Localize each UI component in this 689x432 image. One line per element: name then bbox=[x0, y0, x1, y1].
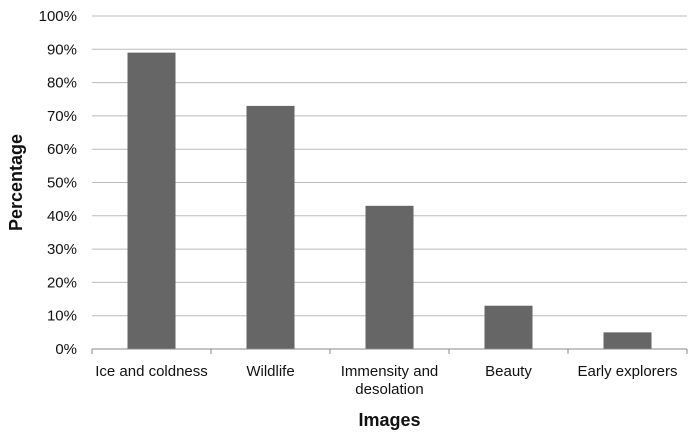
y-tick-label: 10% bbox=[47, 308, 77, 325]
bar bbox=[365, 205, 414, 349]
x-category-label-line: Beauty bbox=[485, 363, 532, 380]
x-category-label: Beauty bbox=[485, 363, 532, 380]
y-tick-label: 20% bbox=[47, 274, 77, 291]
y-tick-label: 70% bbox=[47, 108, 77, 125]
y-axis-title: Percentage bbox=[6, 134, 26, 231]
x-category-label: Immensity and desolation bbox=[341, 363, 439, 398]
x-category-label-line: Immensity and bbox=[341, 363, 439, 380]
x-category-label: Early explorers bbox=[577, 363, 677, 380]
x-category-label-line: Ice and coldness bbox=[95, 363, 208, 380]
x-category-label-line: Wildlife bbox=[246, 363, 294, 380]
y-tick-label: 50% bbox=[47, 175, 77, 192]
y-tick-label: 0% bbox=[55, 341, 77, 358]
gridlines bbox=[92, 15, 687, 317]
x-axis-title: Images bbox=[358, 410, 420, 430]
x-category-label-line: desolation bbox=[355, 381, 423, 398]
x-category-label-line: Early explorers bbox=[577, 363, 677, 380]
x-axis-category-labels: Ice and coldness Wildlife Immensity and des… bbox=[95, 363, 677, 398]
x-category-label: Ice and coldness bbox=[95, 363, 208, 380]
x-axis-ticks bbox=[91, 349, 688, 354]
x-category-label: Wildlife bbox=[246, 363, 294, 380]
y-tick-label: 40% bbox=[47, 208, 77, 225]
bar bbox=[603, 332, 652, 349]
y-tick-label: 80% bbox=[47, 75, 77, 92]
bar bbox=[127, 52, 176, 349]
bars bbox=[127, 52, 652, 349]
bar bbox=[246, 105, 295, 349]
y-axis-ticks: 0% 10% 20% 30% 40% 50% 60% 70% 80% 90% 100% bbox=[39, 8, 77, 358]
y-tick-label: 60% bbox=[47, 141, 77, 158]
bar bbox=[484, 305, 533, 349]
y-tick-label: 90% bbox=[47, 41, 77, 58]
y-tick-label: 100% bbox=[39, 8, 77, 25]
y-tick-label: 30% bbox=[47, 241, 77, 258]
